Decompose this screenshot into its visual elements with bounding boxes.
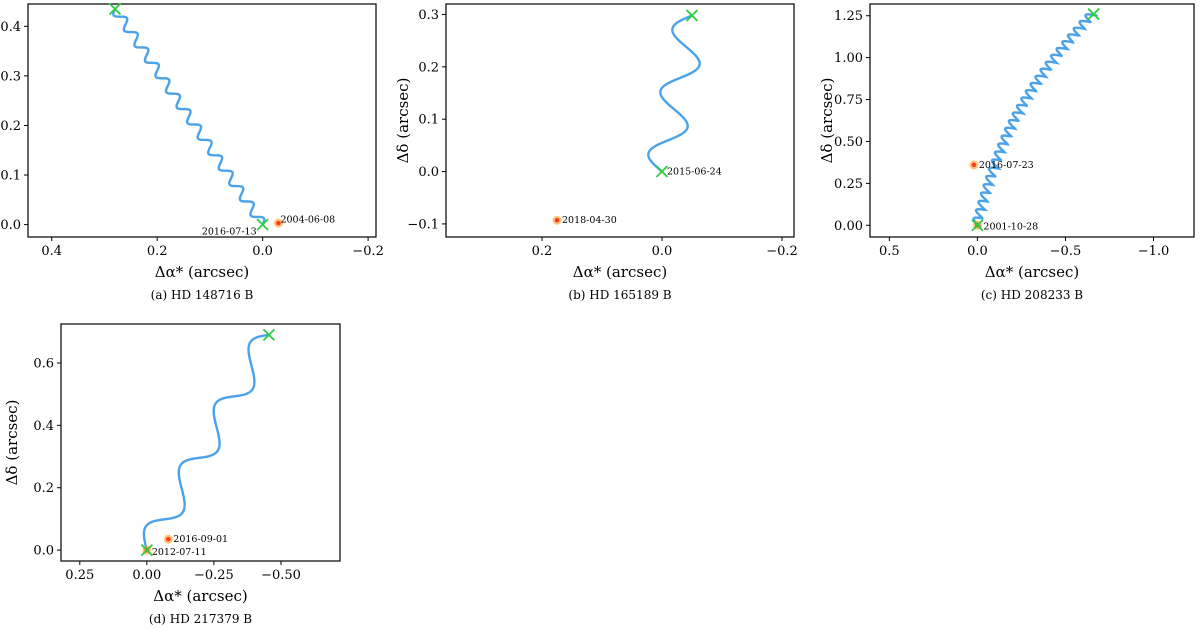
x-tick-label: 0.25 <box>65 568 94 583</box>
subplot-caption: (b) HD 165189 B <box>568 288 671 302</box>
x-tick-label: 0.0 <box>652 244 673 259</box>
subplot-c: 0.5 0.0 −0.5 −1.0 0.00 0.25 0.50 0.75 1.00 1.25 Δα… <box>818 3 1195 302</box>
y-tick-label: 0.4 <box>33 419 54 434</box>
observation-point <box>166 536 171 542</box>
subplot-caption: (d) HD 217379 B <box>149 612 252 626</box>
observation-point <box>554 217 560 223</box>
x-marker <box>108 2 122 16</box>
plot-frame <box>869 3 1195 238</box>
y-tick-label: 0.0 <box>0 218 21 233</box>
y-tick-label: 0.1 <box>0 169 21 184</box>
x-tick-label: 0.4 <box>41 244 62 259</box>
x-axis-label: Δα* (arcsec) <box>153 587 247 605</box>
y-tick-label: 0.4 <box>0 20 21 35</box>
x-tick-label: 0.0 <box>967 244 988 259</box>
x-marker <box>256 218 269 231</box>
y-tick-label: 0.00 <box>834 219 863 234</box>
x-marker <box>685 9 699 22</box>
x-tick-label: −1.0 <box>1138 244 1170 259</box>
x-tick-label: −0.25 <box>194 568 234 583</box>
x-tick-label: −0.5 <box>1050 244 1082 259</box>
date-label: 2004-06-08 <box>280 215 335 226</box>
y-tick-label: 0.3 <box>418 8 439 23</box>
y-axis-label: Δδ (arcsec) <box>3 400 21 486</box>
x-axis-label: Δα* (arcsec) <box>155 263 249 281</box>
subplot-caption: (c) HD 208233 B <box>981 288 1083 302</box>
y-tick-label: 0.0 <box>418 165 439 180</box>
subplot-a: 0.4 0.2 0.0 −0.2 0.0 0.1 0.2 0.3 0.4 Δα* (arcsec)… <box>0 2 384 302</box>
y-tick-label: 0.0 <box>33 544 54 559</box>
observation-point <box>276 220 281 226</box>
trajectory-line <box>112 7 266 226</box>
x-marker <box>971 219 984 232</box>
date-label: 2018-04-30 <box>562 215 617 226</box>
plot-frame <box>27 3 377 238</box>
y-tick-label: 0.1 <box>418 113 439 128</box>
x-tick-label: 0.00 <box>132 568 161 583</box>
x-tick-label: 0.2 <box>532 244 553 259</box>
x-marker <box>262 328 276 342</box>
date-label: 2001-10-28 <box>983 221 1038 232</box>
y-tick-label: 0.25 <box>834 177 863 192</box>
y-tick-label: 0.2 <box>0 119 21 134</box>
date-label: 2016-07-13 <box>202 227 257 238</box>
x-marker <box>140 543 153 557</box>
y-tick-label: 1.25 <box>834 9 863 24</box>
date-label: 2015-06-24 <box>667 167 722 178</box>
y-tick-label: 0.2 <box>33 481 54 496</box>
subplot-b: 0.2 0.0 −0.2 −0.1 0.0 0.1 0.2 0.3 Δα* (arcsec) Δδ… <box>394 3 798 302</box>
x-tick-label: −0.2 <box>766 244 798 259</box>
x-tick-label: 0.2 <box>147 244 168 259</box>
trajectory-line <box>142 333 271 552</box>
y-tick-label: −0.1 <box>407 217 439 232</box>
date-label: 2016-09-01 <box>173 534 228 545</box>
x-marker <box>1087 7 1100 21</box>
subplot-caption: (a) HD 148716 B <box>151 288 254 302</box>
x-marker <box>655 165 669 178</box>
plot-frame <box>445 3 795 238</box>
y-tick-label: 1.00 <box>834 51 863 66</box>
observation-point <box>971 162 977 168</box>
x-tick-label: −0.50 <box>261 568 301 583</box>
plot-frame <box>60 323 341 562</box>
trajectory-line <box>647 14 701 173</box>
y-axis-label: Δδ (arcsec) <box>394 78 412 164</box>
x-tick-label: −0.2 <box>352 244 384 259</box>
y-tick-label: 0.3 <box>0 69 21 84</box>
subplot-d: 0.25 0.00 −0.25 −0.50 0.0 0.2 0.4 0.6 Δα* (arcse… <box>3 323 341 626</box>
y-tick-label: 0.50 <box>834 135 863 150</box>
date-label: 2016-07-23 <box>979 160 1034 171</box>
x-axis-label: Δα* (arcsec) <box>573 263 667 281</box>
x-tick-label: 0.0 <box>252 244 273 259</box>
x-tick-label: 0.5 <box>879 244 900 259</box>
x-axis-label: Δα* (arcsec) <box>985 263 1079 281</box>
y-tick-label: 0.75 <box>834 93 863 108</box>
y-tick-label: 0.2 <box>418 60 439 75</box>
y-tick-label: 0.6 <box>33 356 54 371</box>
date-label: 2012-07-11 <box>152 547 207 558</box>
y-axis-label: Δδ (arcsec) <box>818 78 836 164</box>
trajectory-line <box>972 13 1098 228</box>
